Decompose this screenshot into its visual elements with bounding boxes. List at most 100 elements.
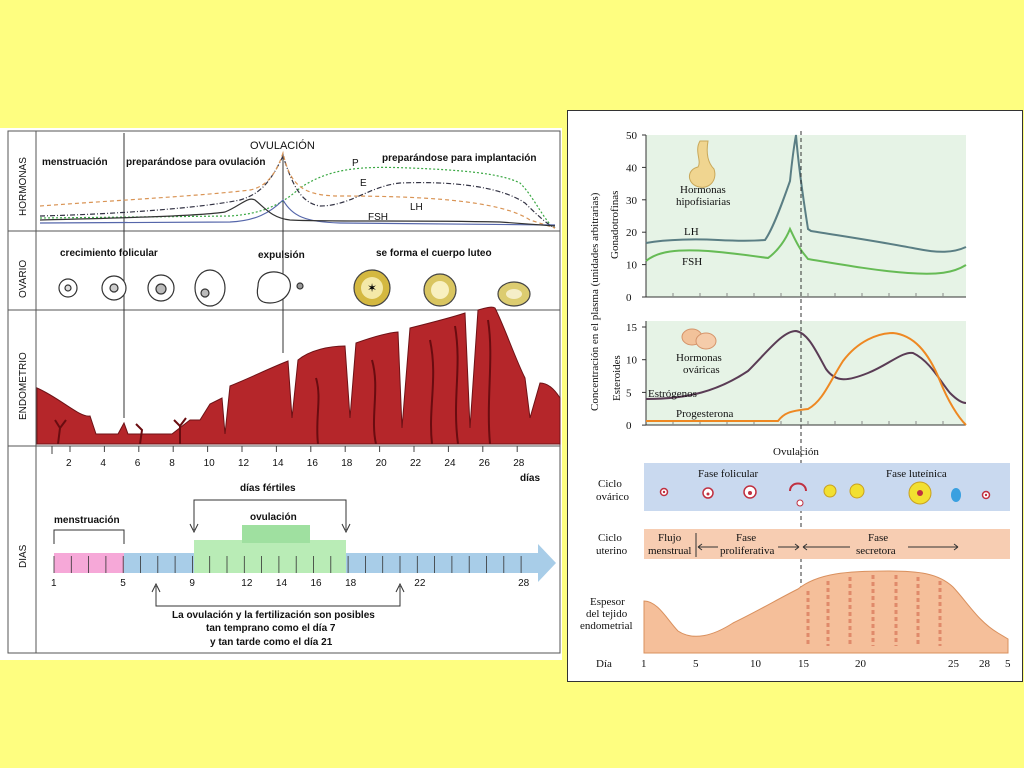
bar-number: 5 <box>120 578 126 589</box>
right-day-number: 15 <box>798 658 810 670</box>
endometrium-layer <box>36 306 561 445</box>
day-tick-label: 12 <box>238 458 250 469</box>
label-preparandose-implantacion: preparándose para implantación <box>382 153 537 164</box>
ovaries-icon <box>681 328 717 350</box>
right-day-number: 5 <box>1005 658 1011 670</box>
label-gonadotrofinas: Gonadotrofinas <box>609 191 621 259</box>
label-fase-proliferativa-2: proliferativa <box>720 545 774 557</box>
day-ticks: 2 4 6 8 10 12 14 16 18 20 22 24 26 28 <box>66 446 525 469</box>
label-preparandose-ovulacion: preparándose para ovulación <box>126 157 266 168</box>
endometrial-thickness-tissue <box>643 570 1009 654</box>
ovulation-title: OVULACIÓN <box>250 139 315 152</box>
label-hormonas-hipofisiarias-1: Hormonas <box>680 184 726 196</box>
svg-text:✶: ✶ <box>367 281 377 295</box>
right-day-number: 25 <box>948 658 960 670</box>
right-day-number: 20 <box>855 658 867 670</box>
gonadotropin-tick-label: 10 <box>626 260 638 272</box>
gonadotropin-y-ticks: 50 40 30 20 10 0 <box>626 130 944 304</box>
steroid-tick-label: 5 <box>626 387 632 399</box>
gonadotropin-tick-label: 0 <box>626 292 632 304</box>
day-tick-label: 22 <box>410 458 422 469</box>
label-hormonas-ovaricas-1: Hormonas <box>676 352 722 364</box>
steroid-tick-label: 0 <box>626 420 632 432</box>
label-espesor-2: del tejido <box>586 608 628 620</box>
corpus-luteum-icons: ✶ <box>353 269 531 307</box>
label-fase-secretora-1: Fase <box>868 532 888 544</box>
note-line-3: y tan tarde como el día 21 <box>210 637 333 648</box>
day-tick-label: 24 <box>444 458 456 469</box>
label-fase-luteinica: Fase luteínica <box>886 468 947 480</box>
label-estrogenos: Estrógenos <box>648 388 697 400</box>
label-crecimiento-folicular: crecimiento folicular <box>60 248 158 259</box>
label-progesterona: Progesterona <box>676 408 734 420</box>
row-label-hormonas: HORMONAS <box>18 157 29 216</box>
day-tick-label: 2 <box>66 458 72 469</box>
pituitary-gland-icon <box>689 140 716 188</box>
bar-number: 9 <box>189 578 195 589</box>
right-day-number: 28 <box>979 658 991 670</box>
lh-curve <box>645 134 967 253</box>
label-fase-proliferativa-1: Fase <box>736 532 756 544</box>
label-fsh: FSH <box>368 212 388 223</box>
day-tick-label: 4 <box>100 458 106 469</box>
uterine-cycle-band <box>644 529 1010 559</box>
bar-number: 28 <box>518 578 530 589</box>
day-tick-label: 6 <box>135 458 141 469</box>
day-tick-label: 10 <box>204 458 216 469</box>
menstrual-cycle-diagram-left: HORMONAS OVARIO ENDOMETRIO DIAS OVULACIÓ… <box>0 128 562 660</box>
row-label-dias: DIAS <box>18 544 29 568</box>
bar-number: 14 <box>276 578 288 589</box>
menstrual-cycle-diagram-right: Concentración en el plasma (unidades arb… <box>567 110 1023 682</box>
label-fase-secretora-2: secretora <box>856 545 896 557</box>
progesterone-curve <box>646 331 967 426</box>
label-lh: LH <box>410 202 423 213</box>
label-esteroides: Esteroides <box>611 355 623 401</box>
day-tick-label: 18 <box>341 458 353 469</box>
label-espesor-1: Espesor <box>590 596 625 608</box>
bar-number: 16 <box>311 578 323 589</box>
label-expulsion: expulsión <box>258 250 305 261</box>
fsh-curve <box>645 226 967 275</box>
label-ciclo-ovarico-1: Ciclo <box>598 478 622 490</box>
gonadotropin-tick-label: 30 <box>626 195 638 207</box>
bar-ticks <box>53 556 522 573</box>
right-day-numbers: 1 5 10 15 20 25 28 5 <box>641 658 1011 670</box>
label-fase-folicular: Fase folicular <box>698 468 759 480</box>
dias-unit-label: días <box>520 473 540 484</box>
label-flujo-menstrual-1: Flujo <box>658 532 682 544</box>
label-lh: LH <box>684 226 699 238</box>
label-fsh: FSH <box>682 256 702 268</box>
label-hormonas-hipofisiarias-2: hipofisiarias <box>676 196 730 208</box>
right-day-number: 1 <box>641 658 647 670</box>
endometrium-glands <box>54 319 492 445</box>
note-line-2: tan temprano como el día 7 <box>206 623 336 634</box>
endometrial-glands <box>806 575 942 646</box>
row-label-endometrio: ENDOMETRIO <box>18 352 29 420</box>
steroid-tick-label: 10 <box>626 355 638 367</box>
gonadotropin-tick-label: 20 <box>626 227 638 239</box>
day-tick-label: 16 <box>307 458 319 469</box>
bar-number: 1 <box>51 578 57 589</box>
gonadotropin-tick-label: 40 <box>626 162 638 174</box>
label-e: E <box>360 178 367 189</box>
label-dias-fertiles: días fértiles <box>240 483 296 494</box>
hormone-curves <box>39 150 556 229</box>
bar-numbers: 1 5 9 12 14 16 18 22 28 <box>51 578 530 589</box>
steroid-tick-label: 15 <box>626 322 638 334</box>
label-p: P <box>352 158 359 169</box>
label-dia: Día <box>596 658 612 670</box>
bar-number: 18 <box>345 578 357 589</box>
label-ovulacion: Ovulación <box>773 446 819 458</box>
y-axis-label: Concentración en el plasma (unidades arb… <box>589 192 601 411</box>
row-label-ovario: OVARIO <box>18 260 29 298</box>
day-tick-label: 20 <box>376 458 388 469</box>
label-cuerpo-luteo: se forma el cuerpo luteo <box>376 248 492 259</box>
right-day-number: 10 <box>750 658 762 670</box>
day-tick-label: 26 <box>479 458 491 469</box>
day-tick-label: 8 <box>169 458 175 469</box>
label-ciclo-uterino-1: Ciclo <box>598 532 622 544</box>
bar-number: 22 <box>414 578 426 589</box>
gonadotropin-tick-label: 50 <box>626 130 638 142</box>
label-menstruacion-bar: menstruación <box>54 515 120 526</box>
ovarian-follicle-icons <box>659 481 991 507</box>
